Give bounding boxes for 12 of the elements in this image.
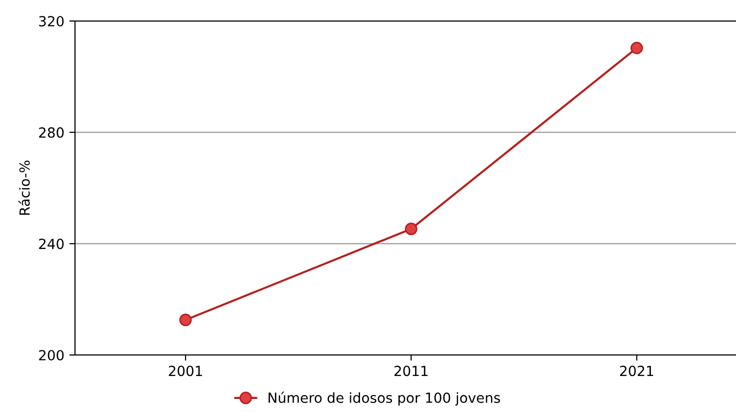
x-tick-label: 2021 (620, 366, 654, 376)
y-tick-label: 200 (39, 350, 64, 360)
y-axis-title: Rácio-% (18, 160, 30, 215)
point (179, 314, 192, 326)
y-tick-label: 240 (39, 238, 64, 250)
y-tick-label: 280 (39, 127, 64, 138)
y-tick-label: 320 (39, 16, 64, 26)
x-tick-label: 2011 (394, 366, 428, 376)
point (404, 222, 418, 236)
legend-label: Número de idosos por 100 jovens (268, 392, 500, 406)
point (630, 42, 643, 54)
x-tick-label: 2001 (168, 366, 202, 376)
